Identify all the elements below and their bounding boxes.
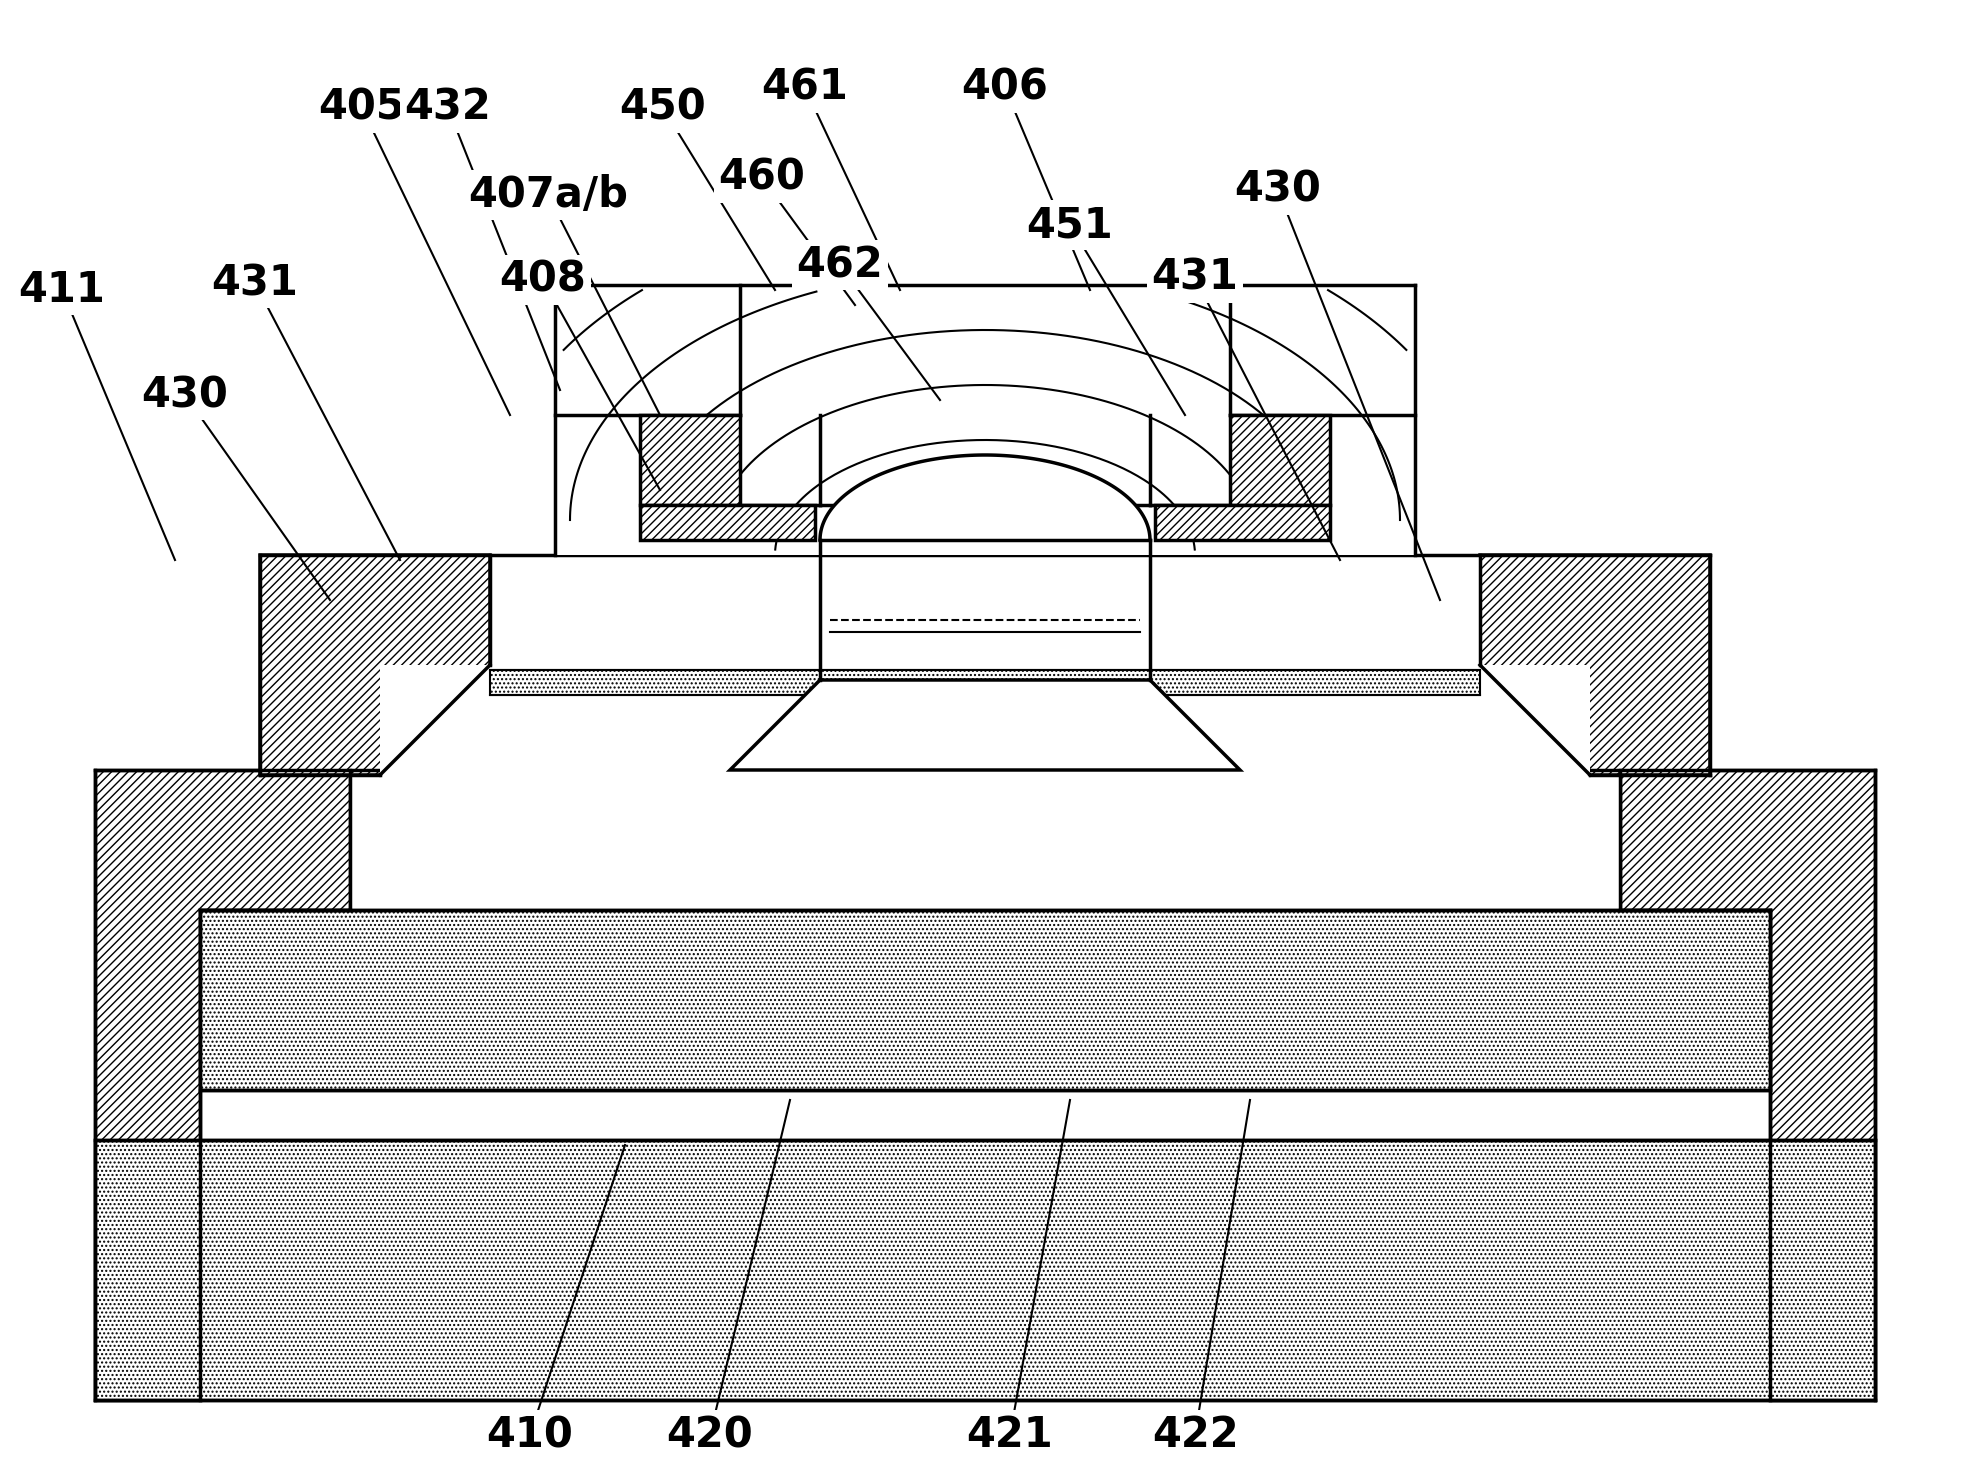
Text: 460: 460 — [719, 157, 806, 200]
Bar — [640, 415, 741, 505]
Text: 407a/b: 407a/b — [469, 175, 628, 216]
Polygon shape — [820, 455, 1150, 540]
Bar — [491, 669, 1479, 694]
Polygon shape — [1479, 555, 1710, 775]
Text: 430: 430 — [142, 374, 229, 415]
Bar — [351, 771, 1619, 910]
Polygon shape — [95, 771, 351, 1400]
Text: 422: 422 — [1152, 1414, 1239, 1456]
Bar — [260, 555, 1710, 775]
Polygon shape — [95, 771, 1875, 1400]
Text: 451: 451 — [1026, 204, 1113, 247]
Text: 431: 431 — [1152, 257, 1239, 299]
Text: 410: 410 — [487, 1414, 573, 1456]
Text: 420: 420 — [666, 1414, 753, 1456]
Bar — [640, 505, 816, 540]
Text: 462: 462 — [796, 244, 883, 286]
Bar — [95, 1141, 1875, 1400]
Polygon shape — [731, 680, 1239, 771]
Polygon shape — [1619, 771, 1875, 1400]
Text: 430: 430 — [1235, 169, 1322, 211]
Text: 432: 432 — [404, 87, 491, 129]
Bar — [556, 285, 1414, 555]
Text: 411: 411 — [18, 269, 106, 311]
Bar — [201, 910, 1769, 1091]
Bar — [491, 555, 1479, 665]
Text: 405: 405 — [319, 87, 406, 129]
Text: 431: 431 — [211, 261, 297, 304]
Bar — [380, 665, 1590, 775]
Text: 450: 450 — [621, 87, 707, 129]
Text: 408: 408 — [500, 258, 587, 301]
Text: 406: 406 — [961, 68, 1048, 109]
Text: 421: 421 — [967, 1414, 1054, 1456]
Polygon shape — [260, 555, 491, 775]
Bar — [1229, 415, 1330, 505]
Bar — [1154, 505, 1330, 540]
Text: 461: 461 — [762, 68, 849, 109]
